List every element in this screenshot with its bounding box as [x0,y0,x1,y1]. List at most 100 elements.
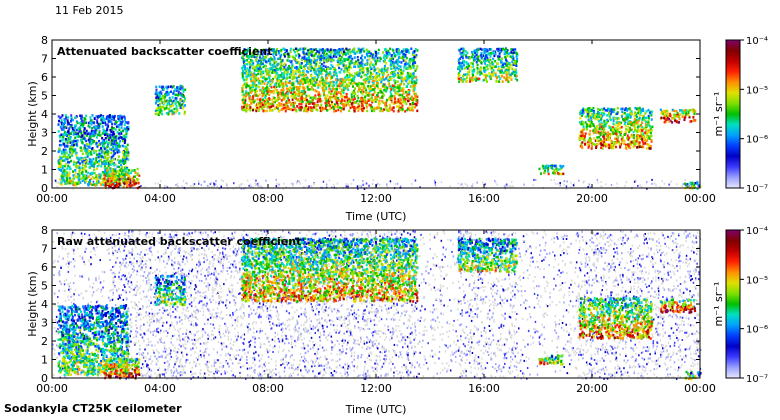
backscatter-cell [333,97,336,100]
backscatter-cell [98,152,101,156]
backscatter-cell [390,67,393,70]
backscatter-cell [76,141,78,145]
backscatter-cell [179,103,182,107]
backscatter-cell [389,59,392,63]
backscatter-cell [240,183,242,186]
backscatter-cell [262,94,264,97]
backscatter-cell [253,69,256,72]
backscatter-cell [329,107,332,110]
backscatter-cell [397,110,400,113]
backscatter-cell [121,179,124,183]
backscatter-cell [78,178,80,182]
backscatter-cell [363,187,366,190]
backscatter-cell [508,185,511,187]
backscatter-cell [325,52,328,56]
backscatter-cell [584,121,587,124]
backscatter-cell [167,107,170,111]
backscatter-cell [335,87,338,91]
backscatter-cell [493,50,496,54]
backscatter-cell [283,97,286,100]
backscatter-cell [345,95,348,99]
backscatter-cell [380,91,383,94]
backscatter-cell [314,59,317,62]
backscatter-cell [506,183,508,186]
backscatter-cell [372,93,375,96]
backscatter-cell [325,96,328,99]
backscatter-cell [184,97,186,100]
backscatter-cell [393,54,396,58]
backscatter-cell [286,101,289,105]
backscatter-cell [329,92,332,96]
backscatter-cell [120,123,123,126]
backscatter-cell [156,107,159,110]
backscatter-cell [468,74,471,77]
backscatter-cell [650,118,653,121]
backscatter-cell [99,154,102,158]
backscatter-cell [99,173,102,177]
backscatter-cell [340,68,343,71]
backscatter-cell [392,89,395,92]
backscatter-cell [80,139,82,142]
backscatter-cell [264,77,267,81]
backscatter-cell [117,115,120,119]
backscatter-cell [386,98,388,102]
backscatter-cell [256,49,259,52]
backscatter-cell [388,109,390,112]
backscatter-cell [110,116,113,120]
backscatter-cell [122,159,125,162]
backscatter-cell [271,90,274,93]
backscatter-cell [210,181,213,184]
backscatter-cell [322,89,325,93]
backscatter-cell [353,107,356,111]
backscatter-cell [331,48,334,52]
backscatter-cell [119,169,121,172]
backscatter-cell [361,67,364,71]
backscatter-cell [81,152,84,155]
backscatter-cell [290,108,292,111]
backscatter-cell [350,61,353,65]
backscatter-cell [276,76,279,79]
backscatter-cell [281,108,283,111]
backscatter-cell [412,66,415,69]
backscatter-cell [295,66,298,69]
backscatter-cell [299,182,302,185]
backscatter-cell [259,98,261,102]
backscatter-cell [305,94,308,98]
backscatter-cell [320,48,323,52]
backscatter-cell [373,109,376,113]
backscatter-cell [87,138,90,142]
backscatter-cell [174,102,177,105]
backscatter-cell [257,62,260,65]
backscatter-cell [281,98,284,101]
backscatter-cell [71,181,73,185]
backscatter-cell [114,186,117,189]
backscatter-cell [287,55,290,59]
backscatter-cell [600,146,603,149]
backscatter-cell [477,48,480,52]
backscatter-cell [85,152,88,155]
backscatter-cell [393,79,396,82]
backscatter-cell [294,70,297,73]
backscatter-cell [156,94,159,98]
backscatter-cell [274,52,277,55]
backscatter-cell [372,98,375,102]
backscatter-cell [110,127,113,130]
backscatter-cell [324,65,327,68]
backscatter-cell [98,149,101,152]
backscatter-cell [293,74,295,77]
backscatter-cell [366,72,369,75]
backscatter-cell [68,181,71,184]
backscatter-cell [300,73,303,77]
backscatter-cell [303,55,306,58]
backscatter-cell [72,187,74,190]
backscatter-cell [533,178,535,181]
backscatter-cell [307,53,310,56]
backscatter-cell [61,128,64,131]
backscatter-cell [262,109,265,113]
backscatter-cell [303,87,306,90]
backscatter-cell [523,183,525,186]
backscatter-cell [383,78,386,81]
backscatter-cell [286,93,289,97]
backscatter-cell [340,107,343,110]
backscatter-cell [396,59,399,62]
